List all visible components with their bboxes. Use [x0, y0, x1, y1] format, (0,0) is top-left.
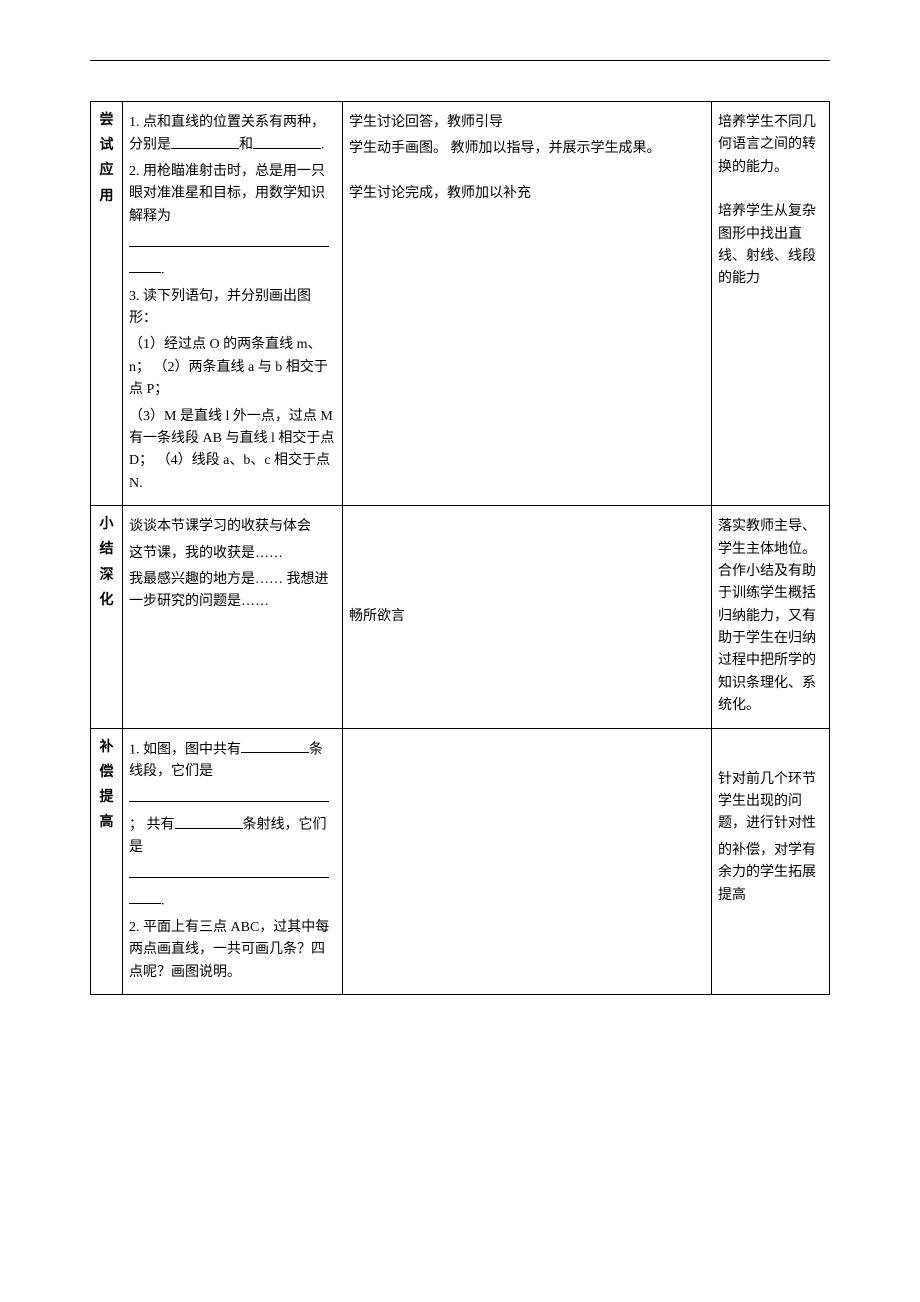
- row-label-char: 提: [97, 785, 116, 810]
- text: 畅所欲言: [349, 606, 705, 628]
- blank-line-short: .: [129, 259, 336, 282]
- q2: 2. 平面上有三点 ABC，过其中每两点画直线，一共可画几条？四点呢？画图说明。: [129, 917, 336, 984]
- text: 针对前几个环节学生出现的问题，进行针对性: [718, 769, 823, 836]
- text: 谈谈本节课学习的收获与体会: [129, 516, 336, 538]
- row2-col-b: 畅所欲言: [343, 506, 712, 729]
- row3-col-a: 1. 如图，图中共有条线段，它们是 ； 共有条射线，它们是 . 2. 平面上有三…: [123, 728, 343, 994]
- text: （3）M 是直线 l 外一点，过点 M 有一条线段 AB 与直线 l 相交于点 …: [129, 409, 334, 491]
- lesson-table: 尝 试 应 用 1. 点和直线的位置关系有两种，分别是和. 2. 用枪瞄准射击时…: [90, 101, 830, 995]
- text: 3. 读下列语句，并分别画出图形：: [129, 289, 311, 326]
- page: 尝 试 应 用 1. 点和直线的位置关系有两种，分别是和. 2. 用枪瞄准射击时…: [0, 0, 920, 1302]
- row-label-char: 深: [97, 563, 116, 588]
- row-label-char: 用: [97, 184, 116, 209]
- table-row: 小 结 深 化 谈谈本节课学习的收获与体会 这节课，我的收获是…… 我最感兴趣的…: [91, 506, 830, 729]
- table-row: 补 偿 提 高 1. 如图，图中共有条线段，它们是 ； 共有条射线，它们是 . …: [91, 728, 830, 994]
- blank-line-short: .: [129, 890, 336, 913]
- row1-col-b: 学生讨论回答，教师引导 学生动手画图。 教师加以指导，并展示学生成果。 学生讨论…: [343, 102, 712, 506]
- row1-col-c: 培养学生不同几何语言之间的转换的能力。 培养学生从复杂图形中找出直线、射线、线段…: [712, 102, 830, 506]
- table-row: 尝 试 应 用 1. 点和直线的位置关系有两种，分别是和. 2. 用枪瞄准射击时…: [91, 102, 830, 506]
- text: 学生讨论完成，教师加以补充: [349, 183, 705, 205]
- row2-col-c: 落实教师主导、学生主体地位。合作小结及有助于训练学生概括归纳能力，又有助于学生在…: [712, 506, 830, 729]
- row-label-char: 尝: [97, 108, 116, 133]
- row-label-char: 结: [97, 537, 116, 562]
- text: 2. 平面上有三点 ABC，过其中每两点画直线，一共可画几条？四点呢？画图说明。: [129, 920, 329, 980]
- row-label-1: 尝 试 应 用: [91, 102, 123, 506]
- text: 1. 如图，图中共有: [129, 742, 241, 757]
- spacer: [718, 183, 823, 197]
- text: 学生动手画图。 教师加以指导，并展示学生成果。: [349, 138, 705, 160]
- blank: [171, 134, 239, 148]
- blank: [129, 259, 161, 273]
- text: 培养学生从复杂图形中找出直线、射线、线段的能力: [718, 201, 823, 291]
- row-label-char: 试: [97, 133, 116, 158]
- text: （1）经过点 O 的两条直线 m、n； （2）两条直线 a 与 b 相交于点 P…: [129, 337, 328, 397]
- row-label-char: 小: [97, 512, 116, 537]
- text: 2. 用枪瞄准射击时，总是用一只眼对准准星和目标，用数学知识解释为: [129, 164, 325, 224]
- blank: [129, 232, 329, 246]
- blank-line: [129, 232, 336, 255]
- blank: [129, 864, 329, 878]
- spacer: [349, 512, 705, 602]
- q1: 1. 点和直线的位置关系有两种，分别是和.: [129, 112, 336, 157]
- row-label-char: 补: [97, 735, 116, 760]
- text: 的补偿，对学有余力的学生拓展提高: [718, 840, 823, 907]
- row-label-2: 小 结 深 化: [91, 506, 123, 729]
- blank: [129, 788, 329, 802]
- text: 培养学生不同几何语言之间的转换的能力。: [718, 112, 823, 179]
- row-label-char: 偿: [97, 760, 116, 785]
- q1b: ； 共有条射线，它们是: [129, 814, 336, 859]
- text: 我最感兴趣的地方是…… 我想进一步研究的问题是……: [129, 569, 336, 614]
- text: 这节课，我的收获是……: [129, 543, 336, 565]
- text: ； 共有: [129, 818, 175, 833]
- text: 和: [239, 138, 253, 153]
- row3-col-b: [343, 728, 712, 994]
- blank: [253, 134, 321, 148]
- row-label-char: 化: [97, 588, 116, 613]
- blank: [241, 739, 309, 753]
- row-label-3: 补 偿 提 高: [91, 728, 123, 994]
- row3-col-c: 针对前几个环节学生出现的问题，进行针对性 的补偿，对学有余力的学生拓展提高: [712, 728, 830, 994]
- text: 学生讨论回答，教师引导: [349, 112, 705, 134]
- row2-col-a: 谈谈本节课学习的收获与体会 这节课，我的收获是…… 我最感兴趣的地方是…… 我想…: [123, 506, 343, 729]
- q3-intro: 3. 读下列语句，并分别画出图形：: [129, 286, 336, 331]
- blank: [175, 814, 243, 828]
- q1: 1. 如图，图中共有条线段，它们是: [129, 739, 336, 784]
- q3-b: （3）M 是直线 l 外一点，过点 M 有一条线段 AB 与直线 l 相交于点 …: [129, 406, 336, 496]
- blank-line: [129, 864, 336, 887]
- row-label-char: 应: [97, 158, 116, 183]
- text: 落实教师主导、学生主体地位。合作小结及有助于训练学生概括归纳能力，又有助于学生在…: [718, 516, 823, 718]
- top-rule: [90, 60, 830, 61]
- q3-a: （1）经过点 O 的两条直线 m、n； （2）两条直线 a 与 b 相交于点 P…: [129, 334, 336, 401]
- row1-col-a: 1. 点和直线的位置关系有两种，分别是和. 2. 用枪瞄准射击时，总是用一只眼对…: [123, 102, 343, 506]
- spacer: [349, 165, 705, 179]
- blank-line: [129, 788, 336, 811]
- row-label-char: 高: [97, 810, 116, 835]
- q2: 2. 用枪瞄准射击时，总是用一只眼对准准星和目标，用数学知识解释为: [129, 161, 336, 228]
- blank: [129, 890, 161, 904]
- text: .: [321, 138, 325, 153]
